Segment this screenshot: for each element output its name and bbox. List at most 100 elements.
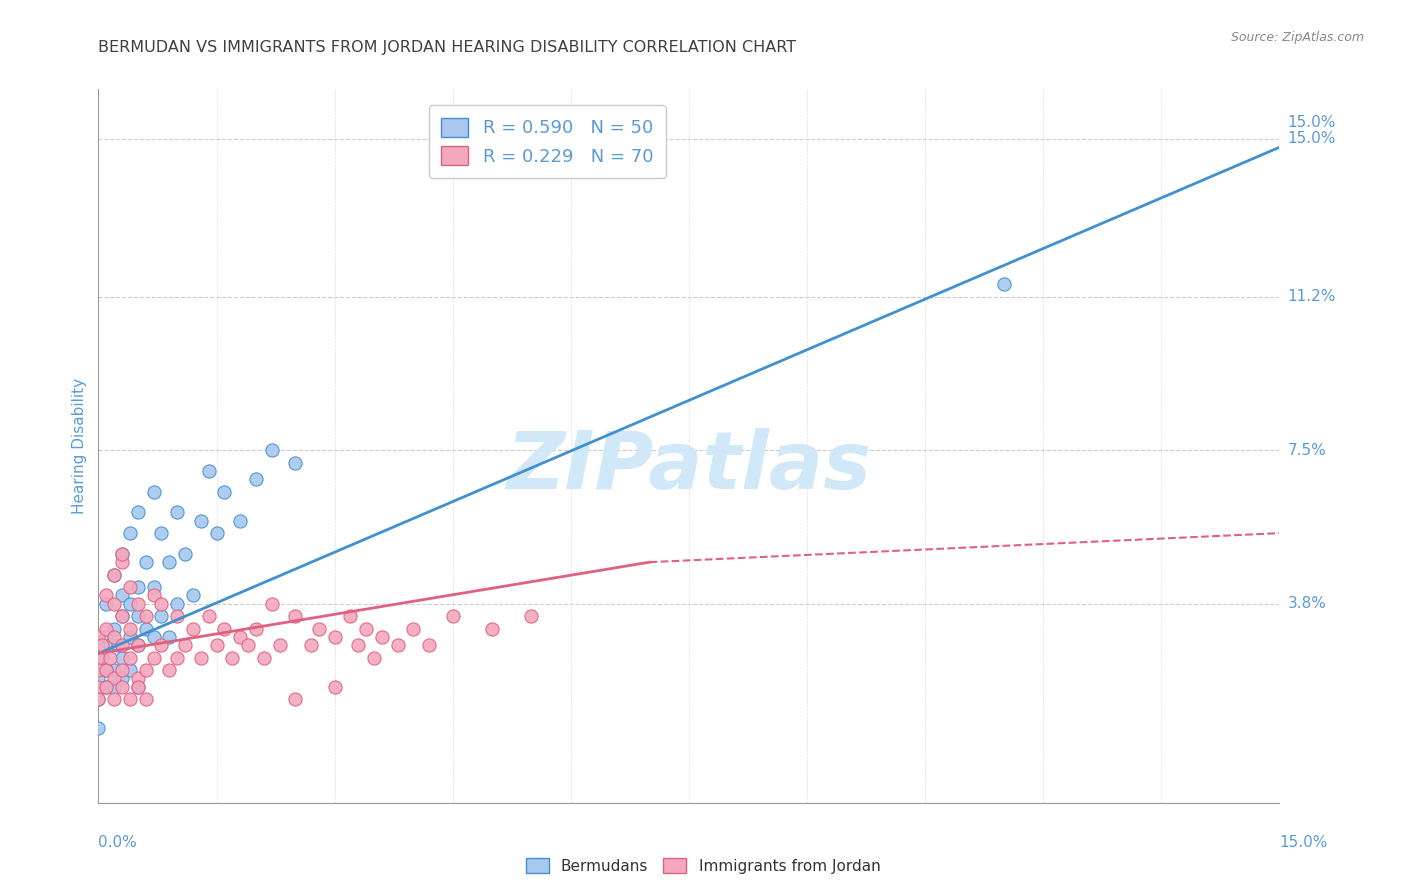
Point — [118, 650, 141, 665]
Point — [127, 609, 149, 624]
Point — [127, 580, 149, 594]
Point — [229, 514, 252, 528]
Y-axis label: Hearing Disability: Hearing Disability — [72, 378, 87, 514]
Point — [96, 630, 118, 644]
Point — [142, 650, 165, 665]
Point — [284, 609, 307, 624]
Point — [221, 650, 243, 665]
Point — [87, 692, 110, 706]
Point — [118, 580, 141, 594]
Point — [190, 514, 212, 528]
Point — [87, 680, 110, 694]
Point — [339, 609, 361, 624]
Point — [347, 638, 370, 652]
Point — [135, 555, 157, 569]
Point — [87, 692, 110, 706]
Point — [103, 622, 125, 636]
Point — [371, 630, 394, 644]
Point — [245, 472, 267, 486]
Point — [103, 567, 125, 582]
Point — [103, 567, 125, 582]
Point — [245, 622, 267, 636]
Point — [96, 622, 118, 636]
Point — [103, 671, 125, 685]
Point — [142, 630, 165, 644]
Legend: Bermudans, Immigrants from Jordan: Bermudans, Immigrants from Jordan — [520, 852, 886, 880]
Point — [236, 638, 259, 652]
Point — [166, 505, 188, 519]
Point — [127, 505, 149, 519]
Point — [253, 650, 276, 665]
Point — [197, 609, 219, 624]
Point — [214, 484, 236, 499]
Point — [111, 638, 134, 652]
Point — [87, 630, 110, 644]
Point — [96, 680, 118, 694]
Point — [205, 638, 228, 652]
Point — [260, 597, 283, 611]
Point — [323, 680, 346, 694]
Point — [127, 680, 149, 694]
Point — [118, 630, 141, 644]
Point — [111, 650, 134, 665]
Text: 3.8%: 3.8% — [1288, 596, 1327, 611]
Text: 15.0%: 15.0% — [1279, 836, 1327, 850]
Point — [98, 638, 121, 652]
Point — [87, 663, 110, 677]
Point — [127, 597, 149, 611]
Point — [323, 630, 346, 644]
Text: BERMUDAN VS IMMIGRANTS FROM JORDAN HEARING DISABILITY CORRELATION CHART: BERMUDAN VS IMMIGRANTS FROM JORDAN HEARI… — [98, 40, 797, 55]
Point — [103, 680, 125, 694]
Point — [174, 547, 197, 561]
Point — [166, 597, 188, 611]
Point — [107, 638, 129, 652]
Point — [481, 622, 503, 636]
Point — [229, 630, 252, 644]
Point — [150, 597, 173, 611]
Point — [96, 663, 118, 677]
Point — [103, 630, 125, 644]
Point — [418, 638, 440, 652]
Text: ZIPatlas: ZIPatlas — [506, 428, 872, 507]
Point — [190, 650, 212, 665]
Point — [111, 547, 134, 561]
Point — [402, 622, 425, 636]
Point — [150, 526, 173, 541]
Point — [127, 680, 149, 694]
Point — [166, 650, 188, 665]
Point — [441, 609, 464, 624]
Text: 15.0%: 15.0% — [1288, 115, 1336, 130]
Point — [127, 638, 149, 652]
Point — [96, 680, 118, 694]
Point — [166, 609, 188, 624]
Point — [284, 456, 307, 470]
Point — [103, 692, 125, 706]
Point — [269, 638, 291, 652]
Point — [111, 609, 134, 624]
Point — [135, 692, 157, 706]
Point — [150, 609, 173, 624]
Point — [111, 547, 134, 561]
Point — [157, 555, 180, 569]
Point — [127, 638, 149, 652]
Point — [96, 663, 118, 677]
Point — [142, 484, 165, 499]
Point — [111, 555, 134, 569]
Point — [118, 597, 141, 611]
Point — [174, 638, 197, 652]
Point — [118, 526, 141, 541]
Legend: R = 0.590   N = 50, R = 0.229   N = 70: R = 0.590 N = 50, R = 0.229 N = 70 — [429, 105, 666, 178]
Text: 0.0%: 0.0% — [98, 836, 138, 850]
Point — [96, 588, 118, 602]
Point — [111, 680, 134, 694]
Point — [91, 638, 114, 652]
Point — [260, 443, 283, 458]
Point — [387, 638, 409, 652]
Point — [157, 663, 180, 677]
Point — [993, 277, 1015, 292]
Point — [103, 663, 125, 677]
Point — [127, 671, 149, 685]
Point — [87, 650, 110, 665]
Point — [135, 663, 157, 677]
Point — [118, 622, 141, 636]
